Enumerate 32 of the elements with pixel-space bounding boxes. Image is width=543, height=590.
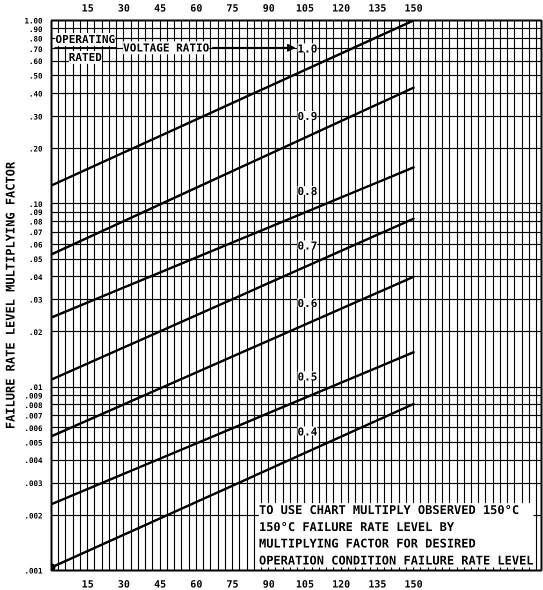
y-axis-title: FAILURE RATE LEVEL MULTIPLYING FACTOR	[3, 161, 18, 430]
x-tick-label: 120	[332, 4, 350, 14]
x-tick-label: 30	[118, 4, 130, 14]
x-tick-label: 135	[368, 4, 386, 14]
legend-label: 1.0	[298, 42, 318, 56]
x2-tick-label: 75	[226, 580, 239, 590]
series-label: 0.8	[298, 184, 318, 198]
annotation: RATED	[68, 50, 102, 64]
x2-tick-label: 120	[332, 580, 350, 590]
x2-tick-label: 90	[262, 580, 275, 590]
x2-tick-label: 150	[404, 580, 423, 590]
x2-tick-label: 15	[82, 580, 94, 590]
series-label: 0.7	[298, 239, 318, 252]
x-tick-label: 150	[404, 4, 423, 14]
x2-tick-label: 135	[368, 580, 386, 590]
series-label: 0.4	[298, 425, 318, 438]
annotation: OPERATING	[56, 32, 116, 46]
x2-tick-label: 45	[154, 580, 166, 590]
annotation: TO USE CHART MULTIPLY OBSERVED 150°C 150°C FAILURE RATE LEVEL BY MULTIPLYING FACTOR FOR DESIRED OPERATION CONDITION FAILURE RATE LEVEL	[258, 503, 534, 568]
annotation: VOLTAGE RATIO	[123, 41, 210, 54]
x-tick-label: 75	[226, 4, 239, 14]
series-label: 0.6	[298, 297, 318, 310]
series-label: 0.5	[298, 370, 318, 384]
x2-tick-label: 30	[118, 580, 130, 590]
x-tick-label: 60	[190, 4, 202, 14]
x-tick-label: 90	[262, 4, 275, 14]
x2-tick-label: 105	[296, 580, 314, 590]
x-tick-label: 15	[82, 4, 94, 14]
x-tick-label: 45	[154, 4, 166, 14]
x2-tick-label: 60	[190, 580, 202, 590]
series-label: 0.9	[298, 110, 318, 124]
x-tick-label: 105	[296, 4, 314, 14]
